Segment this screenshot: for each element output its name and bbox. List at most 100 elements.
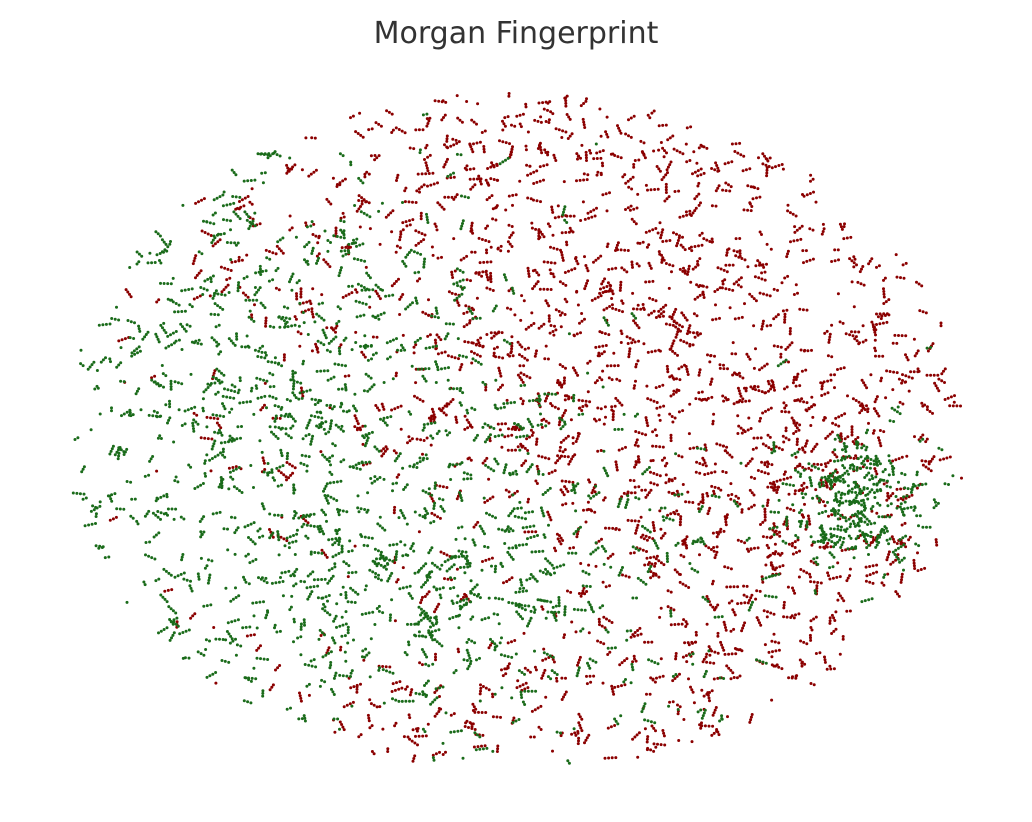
data-point-series-0 — [564, 690, 568, 694]
data-point-series-0 — [465, 418, 469, 422]
data-point-series-0 — [476, 102, 480, 106]
data-point-series-0 — [936, 373, 940, 377]
data-point-series-1 — [163, 597, 167, 601]
data-point-series-1 — [500, 433, 504, 437]
data-point-series-1 — [417, 620, 421, 624]
data-point-series-0 — [597, 345, 601, 349]
data-point-series-1 — [419, 607, 423, 611]
data-point-series-0 — [604, 585, 608, 589]
data-point-series-0 — [696, 333, 700, 337]
data-point-series-1 — [220, 371, 223, 375]
data-point-series-0 — [658, 221, 662, 225]
data-point-series-0 — [391, 682, 395, 686]
data-point-series-1 — [146, 261, 150, 265]
data-point-series-0 — [560, 454, 564, 458]
data-point-series-1 — [172, 618, 176, 622]
data-point-series-0 — [241, 291, 245, 295]
data-point-series-1 — [371, 570, 375, 574]
data-point-series-0 — [589, 151, 593, 155]
data-point-series-0 — [850, 428, 854, 431]
data-point-series-0 — [783, 470, 787, 474]
data-point-series-1 — [523, 383, 527, 387]
data-point-series-0 — [576, 154, 580, 158]
data-point-series-0 — [830, 260, 834, 263]
data-point-series-0 — [942, 457, 946, 461]
data-point-series-0 — [609, 284, 613, 288]
data-point-series-0 — [285, 163, 289, 167]
data-point-series-0 — [770, 655, 774, 659]
data-point-series-0 — [288, 462, 292, 466]
data-point-series-1 — [718, 676, 722, 680]
data-point-series-0 — [661, 729, 665, 732]
data-point-series-0 — [619, 329, 623, 333]
data-point-series-0 — [478, 344, 482, 348]
data-point-series-0 — [489, 271, 493, 275]
data-point-series-0 — [827, 340, 831, 344]
data-point-series-0 — [943, 398, 947, 401]
data-point-series-0 — [828, 664, 832, 668]
data-point-series-0 — [710, 649, 714, 653]
data-point-series-1 — [215, 196, 219, 200]
data-point-series-0 — [538, 165, 542, 169]
data-point-series-1 — [587, 494, 591, 498]
data-point-series-0 — [524, 681, 528, 685]
data-point-series-1 — [323, 455, 327, 459]
data-point-series-0 — [544, 344, 548, 348]
data-point-series-0 — [508, 142, 511, 146]
data-point-series-1 — [322, 427, 326, 431]
data-point-series-0 — [765, 535, 769, 539]
data-point-series-0 — [341, 179, 345, 183]
data-point-series-0 — [542, 671, 546, 675]
data-point-series-0 — [869, 373, 873, 377]
data-point-series-0 — [392, 508, 396, 512]
data-point-series-0 — [660, 458, 664, 462]
data-point-series-1 — [259, 355, 263, 359]
data-point-series-0 — [547, 314, 551, 318]
data-point-series-1 — [521, 543, 525, 547]
data-point-series-0 — [642, 141, 646, 145]
data-point-series-0 — [675, 232, 678, 236]
data-point-series-1 — [432, 585, 436, 589]
data-point-series-1 — [177, 338, 181, 342]
data-point-series-0 — [790, 341, 794, 345]
data-point-series-0 — [783, 406, 787, 410]
data-point-series-1 — [332, 717, 336, 721]
data-point-series-0 — [755, 196, 758, 200]
data-point-series-1 — [484, 463, 488, 467]
data-point-series-0 — [694, 470, 698, 474]
data-point-series-0 — [827, 338, 831, 342]
data-point-series-0 — [757, 389, 761, 393]
data-point-series-0 — [508, 242, 512, 246]
data-point-series-0 — [805, 409, 809, 413]
data-point-series-0 — [617, 448, 621, 452]
data-point-series-1 — [199, 483, 203, 487]
data-point-series-0 — [281, 251, 285, 255]
data-point-series-0 — [634, 531, 638, 535]
data-point-series-1 — [326, 249, 330, 253]
data-point-series-0 — [644, 416, 648, 420]
data-point-series-1 — [302, 522, 306, 526]
data-point-series-0 — [821, 222, 825, 226]
data-point-series-0 — [561, 282, 565, 286]
data-point-series-1 — [346, 631, 350, 635]
data-point-series-0 — [713, 708, 717, 712]
data-point-series-0 — [711, 531, 715, 535]
data-point-series-0 — [477, 272, 481, 276]
data-point-series-0 — [444, 160, 448, 164]
data-point-series-0 — [417, 230, 421, 234]
data-point-series-0 — [363, 175, 367, 179]
data-point-series-0 — [867, 262, 871, 266]
data-point-series-0 — [752, 436, 756, 440]
data-point-series-1 — [749, 603, 753, 607]
data-point-series-0 — [649, 470, 652, 474]
data-point-series-0 — [394, 279, 398, 283]
data-point-series-0 — [939, 324, 943, 328]
data-point-series-0 — [659, 743, 663, 747]
data-point-series-1 — [359, 210, 363, 214]
data-point-series-0 — [428, 333, 432, 337]
data-point-series-0 — [527, 497, 530, 501]
data-point-series-0 — [804, 368, 808, 372]
data-point-series-0 — [233, 260, 237, 264]
data-point-series-0 — [589, 210, 593, 214]
data-point-series-0 — [403, 131, 407, 135]
